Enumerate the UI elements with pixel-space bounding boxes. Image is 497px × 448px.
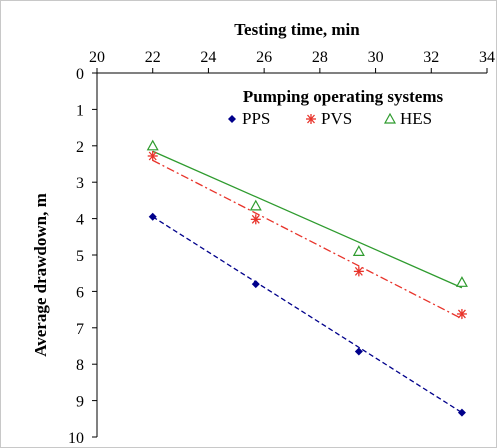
x-tick-label: 34 xyxy=(479,49,495,66)
legend-label-pps: PPS xyxy=(242,109,270,128)
data-point-hes xyxy=(249,199,262,211)
y-tick-label: 3 xyxy=(76,175,84,192)
x-tick-label: 24 xyxy=(200,49,216,66)
trend-line-pvs xyxy=(152,159,463,320)
y-tick-label: 0 xyxy=(76,66,84,83)
legend-label-hes: HES xyxy=(400,109,432,128)
data-point-pvs xyxy=(147,150,158,161)
x-tick-label: 32 xyxy=(423,49,439,66)
x-axis-title: Testing time, min xyxy=(234,20,360,39)
y-tick-label: 10 xyxy=(68,430,84,447)
data-point-pvs xyxy=(250,214,261,225)
data-point-pvs xyxy=(456,308,467,319)
y-tick-label: 8 xyxy=(76,357,84,374)
trend-line-pps xyxy=(152,216,463,414)
x-tick-label: 22 xyxy=(145,49,161,66)
x-tick-label: 28 xyxy=(312,49,328,66)
data-point-hes xyxy=(352,245,365,256)
y-axis-title: Average drawdown, m xyxy=(31,193,50,357)
y-tick-label: 2 xyxy=(76,139,84,156)
y-tick-label: 7 xyxy=(76,321,84,338)
y-tick-label: 5 xyxy=(76,248,84,265)
data-point-pvs xyxy=(353,266,364,277)
trend-lines xyxy=(152,150,463,414)
data-point-pps xyxy=(251,280,260,289)
data-point-hes xyxy=(146,139,159,151)
y-tick-label: 1 xyxy=(76,102,84,119)
legend-title: Pumping operating systems xyxy=(243,87,444,106)
x-tick-label: 26 xyxy=(256,49,272,66)
x-tick-label: 20 xyxy=(89,49,105,66)
legend-marker-hes xyxy=(383,112,397,124)
y-tick-label: 6 xyxy=(76,284,84,301)
data-point-pps xyxy=(457,408,466,417)
legend-label-pvs: PVS xyxy=(321,109,352,128)
legend: PPS PVS HES xyxy=(228,109,432,128)
x-tick-label: 30 xyxy=(368,49,384,66)
data-point-pps xyxy=(148,212,157,221)
data-point-pps xyxy=(354,347,363,356)
legend-marker-pps xyxy=(228,115,236,123)
trend-line-hes xyxy=(152,150,463,289)
y-tick-label: 4 xyxy=(76,212,84,229)
y-tick-label: 9 xyxy=(76,394,84,411)
data-point-hes xyxy=(455,276,468,287)
legend-marker-pvs xyxy=(306,114,316,124)
data-markers xyxy=(146,139,468,417)
